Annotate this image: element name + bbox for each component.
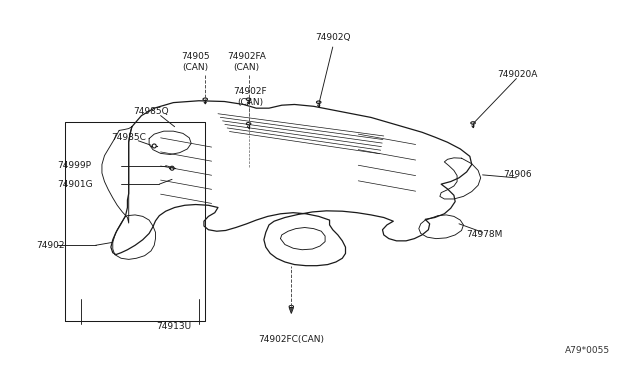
- Text: 74906: 74906: [503, 170, 532, 179]
- Text: 74985C: 74985C: [111, 133, 146, 142]
- Text: 74902FA
(CAN): 74902FA (CAN): [227, 52, 266, 71]
- Text: 74902Q: 74902Q: [315, 33, 351, 42]
- Text: 74902: 74902: [36, 241, 65, 250]
- Text: 74905
(CAN): 74905 (CAN): [181, 52, 210, 71]
- Text: 74902F
(CAN): 74902F (CAN): [233, 87, 267, 107]
- Text: 749020A: 749020A: [497, 70, 538, 79]
- Text: 74985Q: 74985Q: [133, 108, 169, 116]
- Text: 74999P: 74999P: [58, 161, 92, 170]
- Text: A79*0055: A79*0055: [565, 346, 610, 355]
- Polygon shape: [289, 308, 294, 314]
- Text: 74902FC(CAN): 74902FC(CAN): [259, 335, 324, 344]
- Text: 74913U: 74913U: [156, 322, 191, 331]
- Text: 74978M: 74978M: [467, 230, 502, 239]
- Text: 74901G: 74901G: [58, 180, 93, 189]
